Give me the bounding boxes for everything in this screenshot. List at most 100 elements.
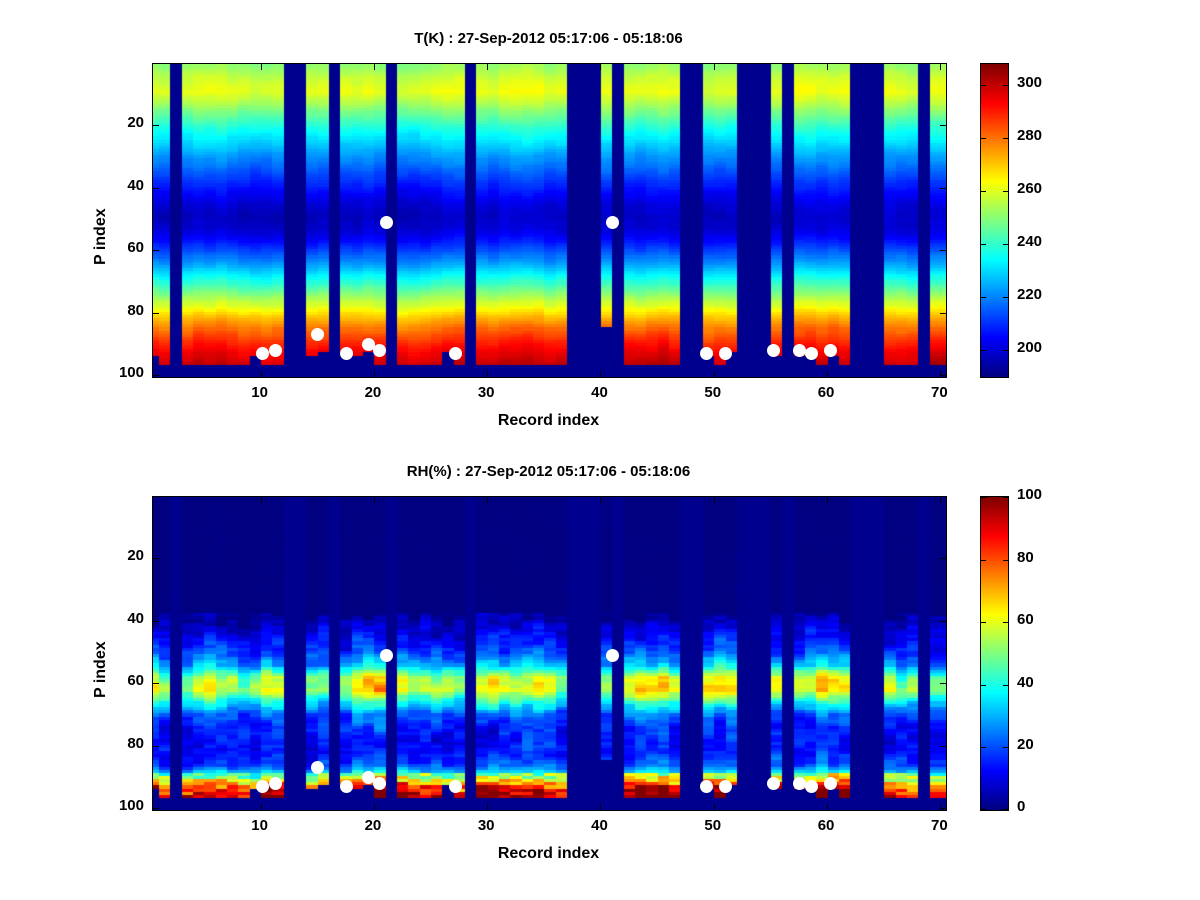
colorbar-tick-20: [981, 747, 986, 749]
y-tick-right-40: [940, 187, 946, 189]
x-tick-label-70: 70: [930, 384, 948, 401]
colorbar-temperature: [980, 63, 1009, 378]
x-tick-bottom-20: [373, 804, 375, 810]
y-tick-60: [153, 250, 159, 252]
panel-relative-humidity: RH(%) : 27-Sep-2012 05:17:06 - 05:18:06 …: [0, 450, 1200, 900]
x-tick-bottom-50: [713, 804, 715, 810]
x-tick-label-30: 30: [477, 817, 495, 834]
colorbar-tick-label-100: 100: [1017, 486, 1043, 503]
colorbar-tick-0: [981, 809, 986, 810]
colorbar-tick-right-0: [1003, 809, 1008, 810]
y-tick-label-100: 100: [118, 364, 144, 382]
colorbar-gradient-relative-humidity: [981, 497, 1008, 810]
x-tick-30: [487, 64, 489, 70]
x-tick-bottom-10: [260, 371, 262, 377]
colorbar-tick-right-260: [1003, 191, 1008, 193]
colorbar-tick-80: [981, 559, 986, 561]
x-tick-label-20: 20: [364, 817, 382, 834]
x-tick-60: [827, 64, 829, 70]
x-tick-label-60: 60: [817, 384, 835, 401]
colorbar-tick-label-220: 220: [1017, 286, 1043, 304]
x-tick-70: [940, 64, 942, 70]
colorbar-tick-260: [981, 191, 986, 193]
colorbar-tick-right-200: [1003, 350, 1008, 352]
colorbar-tick-right-240: [1003, 244, 1008, 246]
colorbar-relative-humidity: [980, 496, 1009, 811]
y-tick-label-80: 80: [127, 301, 144, 319]
y-tick-100: [153, 375, 159, 377]
heatmap-image-temperature: [153, 64, 946, 377]
y-tick-label-20: 20: [127, 547, 144, 565]
x-tick-60: [827, 497, 829, 503]
x-tick-bottom-70: [940, 371, 942, 377]
y-tick-right-80: [940, 745, 946, 747]
x-tick-bottom-20: [373, 371, 375, 377]
x-tick-50: [713, 497, 715, 503]
x-tick-30: [487, 497, 489, 503]
x-tick-10: [260, 64, 262, 70]
colorbar-tick-label-300: 300: [1017, 74, 1043, 92]
x-tick-label-20: 20: [364, 384, 382, 401]
x-tick-70: [940, 497, 942, 503]
colorbar-tick-240: [981, 244, 986, 246]
colorbar-tick-200: [981, 350, 986, 352]
colorbar-tick-220: [981, 297, 986, 299]
heatmap-axes-temperature: [152, 63, 947, 378]
colorbar-tick-label-0: 0: [1017, 798, 1026, 815]
colorbar-tick-label-240: 240: [1017, 233, 1043, 251]
colorbar-tick-300: [981, 85, 986, 87]
y-tick-label-40: 40: [127, 609, 144, 627]
x-tick-10: [260, 497, 262, 503]
y-tick-right-20: [940, 558, 946, 560]
x-axis-label-temperature: Record index: [497, 412, 600, 429]
panel-title-relative-humidity: RH(%) : 27-Sep-2012 05:17:06 - 05:18:06: [406, 463, 691, 480]
colorbar-tick-label-80: 80: [1017, 548, 1034, 566]
y-tick-right-80: [940, 312, 946, 314]
x-tick-20: [373, 64, 375, 70]
x-tick-bottom-60: [827, 804, 829, 810]
x-tick-label-40: 40: [591, 817, 608, 834]
colorbar-tick-right-300: [1003, 85, 1008, 87]
y-tick-right-20: [940, 125, 946, 127]
colorbar-tick-right-280: [1003, 138, 1008, 140]
colorbar-tick-right-100: [1003, 497, 1008, 498]
y-tick-20: [153, 125, 159, 127]
y-tick-right-60: [940, 250, 946, 252]
x-tick-bottom-10: [260, 804, 262, 810]
colorbar-tick-label-20: 20: [1017, 736, 1034, 754]
x-axis-label-relative-humidity: Record index: [497, 845, 600, 862]
y-axis-label-temperature: P index: [92, 208, 109, 265]
y-tick-right-40: [940, 620, 946, 622]
x-tick-label-50: 50: [704, 384, 722, 401]
x-tick-bottom-60: [827, 371, 829, 377]
x-tick-bottom-30: [487, 804, 489, 810]
x-tick-40: [600, 497, 602, 503]
x-tick-bottom-40: [600, 371, 602, 377]
y-tick-80: [153, 745, 159, 747]
colorbar-tick-280: [981, 138, 986, 140]
panel-temperature: T(K) : 27-Sep-2012 05:17:06 - 05:18:06 R…: [92, 30, 1043, 429]
x-tick-label-10: 10: [251, 817, 268, 834]
y-tick-label-60: 60: [127, 239, 144, 257]
panel-title-temperature: T(K) : 27-Sep-2012 05:17:06 - 05:18:06: [414, 30, 683, 47]
colorbar-tick-right-80: [1003, 559, 1008, 561]
colorbar-tick-right-20: [1003, 747, 1008, 749]
y-tick-label-20: 20: [127, 114, 144, 132]
x-tick-50: [713, 64, 715, 70]
colorbar-tick-label-40: 40: [1017, 673, 1034, 691]
y-tick-right-100: [940, 808, 946, 810]
colorbar-tick-label-60: 60: [1017, 611, 1034, 629]
y-tick-label-100: 100: [118, 797, 144, 815]
x-tick-label-30: 30: [477, 384, 495, 401]
y-axis-label-relative-humidity: P index: [92, 641, 109, 698]
heatmap-image-relative-humidity: [153, 497, 946, 810]
y-tick-60: [153, 683, 159, 685]
y-tick-100: [153, 808, 159, 810]
x-tick-bottom-30: [487, 371, 489, 377]
y-tick-20: [153, 558, 159, 560]
x-tick-label-10: 10: [251, 384, 268, 401]
colorbar-tick-right-220: [1003, 297, 1008, 299]
y-tick-label-60: 60: [127, 672, 144, 690]
colorbar-tick-label-280: 280: [1017, 127, 1043, 145]
